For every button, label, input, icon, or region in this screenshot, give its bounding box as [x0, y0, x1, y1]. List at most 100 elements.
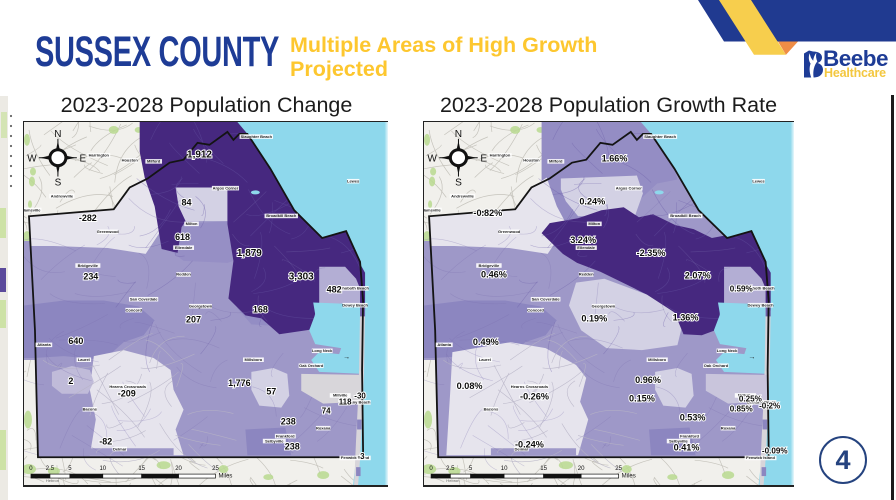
svg-text:Oak Orchard: Oak Orchard [299, 363, 324, 368]
svg-text:5: 5 [68, 466, 72, 472]
svg-text:0: 0 [429, 466, 433, 472]
svg-text:2.5: 2.5 [46, 466, 55, 472]
svg-text:-2.35%: -2.35% [637, 248, 666, 258]
svg-text:482: 482 [327, 285, 342, 295]
svg-text:3,303: 3,303 [289, 272, 314, 283]
svg-text:Milton: Milton [588, 221, 600, 226]
svg-text:Frankford: Frankford [276, 433, 295, 438]
svg-text:Delmar: Delmar [514, 446, 528, 451]
svg-text:Hebron: Hebron [446, 478, 459, 483]
svg-text:Bridgeville: Bridgeville [78, 263, 99, 268]
svg-text:238: 238 [285, 441, 300, 451]
svg-text:E: E [480, 154, 487, 165]
svg-text:Frankford: Frankford [680, 433, 699, 438]
svg-text:-209: -209 [118, 389, 136, 399]
svg-text:Roxana: Roxana [316, 425, 331, 430]
svg-text:Greenwood: Greenwood [97, 229, 119, 234]
svg-text:Millville: Millville [333, 393, 348, 398]
svg-text:Bacons: Bacons [83, 407, 98, 412]
svg-text:Milton: Milton [186, 221, 198, 226]
svg-text:10: 10 [501, 466, 508, 472]
svg-text:-0.2%: -0.2% [759, 402, 780, 411]
svg-text:Houston: Houston [122, 158, 139, 163]
svg-text:57: 57 [266, 387, 276, 397]
svg-text:0.19%: 0.19% [581, 313, 607, 323]
svg-text:1,879: 1,879 [237, 248, 262, 259]
svg-text:Greenwood: Greenwood [498, 229, 521, 234]
svg-text:Dewey Beach: Dewey Beach [342, 302, 368, 307]
svg-text:Roxana: Roxana [721, 426, 736, 431]
svg-text:Redden: Redden [176, 272, 191, 277]
svg-text:Hearns Crossroads: Hearns Crossroads [109, 384, 147, 389]
svg-text:2.07%: 2.07% [685, 271, 711, 281]
svg-text:Georgetown: Georgetown [592, 304, 616, 309]
svg-text:W: W [427, 154, 437, 165]
svg-text:Atlanta: Atlanta [437, 342, 451, 347]
svg-text:15: 15 [138, 466, 145, 472]
svg-text:Harrington: Harrington [490, 153, 511, 158]
svg-text:Dewey Beach: Dewey Beach [748, 303, 775, 308]
svg-text:-30: -30 [354, 392, 366, 401]
svg-text:1.36%: 1.36% [673, 312, 699, 322]
svg-text:2.5: 2.5 [446, 466, 455, 472]
svg-text:Delmar: Delmar [113, 446, 127, 451]
svg-text:Houston: Houston [523, 158, 540, 163]
svg-text:San Coverdale: San Coverdale [130, 297, 158, 302]
svg-text:-0.09%: -0.09% [762, 446, 788, 455]
svg-text:0.53%: 0.53% [680, 413, 706, 423]
svg-text:Lewes: Lewes [752, 179, 765, 184]
svg-text:Adamsville: Adamsville [24, 207, 41, 212]
svg-text:Bacons: Bacons [484, 407, 499, 412]
svg-text:Millville: Millville [738, 393, 753, 398]
svg-text:207: 207 [186, 314, 201, 324]
svg-text:118: 118 [339, 398, 352, 407]
svg-text:0.15%: 0.15% [629, 394, 655, 404]
svg-text:Adamsville: Adamsville [424, 207, 442, 212]
svg-text:-0.24%: -0.24% [515, 439, 544, 449]
svg-text:Fenwick Island: Fenwick Island [746, 455, 775, 460]
svg-text:E: E [80, 154, 87, 165]
svg-text:Argos Corner: Argos Corner [616, 185, 643, 190]
svg-text:25: 25 [212, 466, 219, 472]
svg-text:168: 168 [253, 304, 268, 314]
svg-text:0.25%: 0.25% [739, 395, 762, 404]
svg-text:S: S [455, 178, 462, 189]
svg-text:20: 20 [175, 466, 182, 472]
svg-text:-3: -3 [358, 452, 366, 461]
svg-text:Millsboro: Millsboro [245, 357, 263, 362]
svg-text:Selbyville: Selbyville [669, 438, 688, 443]
svg-text:-0.26%: -0.26% [520, 392, 549, 402]
svg-text:Milford: Milford [147, 159, 161, 164]
svg-text:0.96%: 0.96% [635, 375, 661, 385]
svg-text:1,776: 1,776 [228, 378, 250, 388]
svg-text:1.66%: 1.66% [602, 154, 628, 164]
svg-text:15: 15 [540, 466, 547, 472]
svg-text:W: W [27, 154, 37, 165]
svg-text:20: 20 [578, 466, 585, 472]
svg-text:Slaughter Beach: Slaughter Beach [241, 134, 273, 139]
svg-text:Fenwick Island: Fenwick Island [341, 455, 370, 460]
svg-text:Miles: Miles [218, 474, 232, 480]
svg-text:Hebron: Hebron [46, 478, 59, 483]
svg-text:→: → [748, 354, 755, 361]
svg-text:-282: -282 [79, 213, 97, 223]
svg-text:→: → [343, 354, 350, 361]
svg-text:0.24%: 0.24% [579, 196, 605, 206]
svg-text:640: 640 [68, 336, 83, 346]
svg-text:238: 238 [281, 417, 296, 427]
svg-text:0.49%: 0.49% [473, 337, 499, 347]
svg-text:10: 10 [99, 466, 106, 472]
svg-text:1,912: 1,912 [187, 150, 212, 161]
svg-text:S: S [55, 177, 62, 188]
svg-text:Lewes: Lewes [347, 179, 360, 184]
svg-text:Rehoboth Beach: Rehoboth Beach [742, 286, 775, 291]
svg-text:25: 25 [615, 466, 622, 472]
svg-text:0.85%: 0.85% [730, 405, 753, 414]
svg-text:3.24%: 3.24% [570, 235, 596, 245]
svg-text:Andrewville: Andrewville [51, 193, 74, 198]
svg-text:Long Neck: Long Neck [717, 348, 738, 353]
svg-text:2: 2 [68, 376, 73, 386]
svg-text:Broadkill Beach: Broadkill Beach [266, 213, 297, 218]
svg-text:0.46%: 0.46% [481, 270, 507, 280]
svg-text:Selbyville: Selbyville [265, 438, 284, 443]
